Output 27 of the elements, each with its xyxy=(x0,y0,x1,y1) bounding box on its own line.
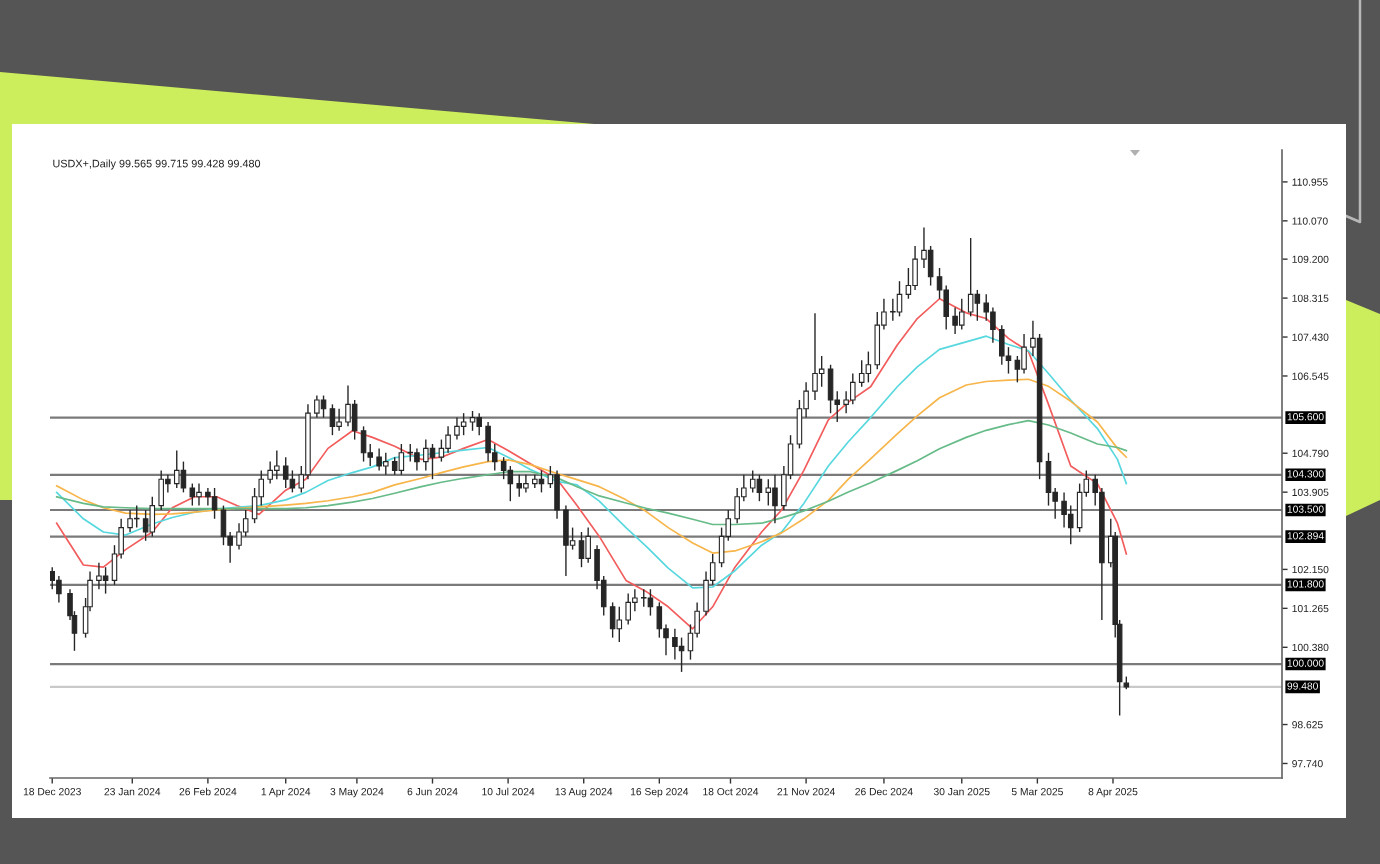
candlestick xyxy=(827,364,834,414)
candlestick xyxy=(282,456,289,489)
candlestick xyxy=(469,410,476,432)
candlestick xyxy=(1014,355,1021,384)
candlestick xyxy=(211,487,218,520)
candlestick xyxy=(974,289,981,322)
candlestick xyxy=(616,606,623,643)
line-series xyxy=(55,335,1128,589)
candlestick xyxy=(756,474,763,502)
candlestick xyxy=(142,509,149,542)
candlestick xyxy=(967,237,974,318)
candlestick xyxy=(765,478,772,507)
line-series xyxy=(55,378,1128,554)
candlestick xyxy=(578,531,585,568)
candlestick xyxy=(173,449,180,489)
candlestick xyxy=(749,469,756,494)
candlestick xyxy=(429,443,436,480)
candlestick xyxy=(289,469,296,494)
candlestick xyxy=(329,403,336,436)
candlestick xyxy=(320,394,327,419)
candlestick xyxy=(56,575,62,604)
candlestick xyxy=(398,443,405,476)
candlestick xyxy=(102,566,109,595)
candlestick xyxy=(896,280,903,318)
candlestick xyxy=(507,465,514,502)
candlestick xyxy=(180,460,187,494)
candlestick xyxy=(460,412,467,436)
